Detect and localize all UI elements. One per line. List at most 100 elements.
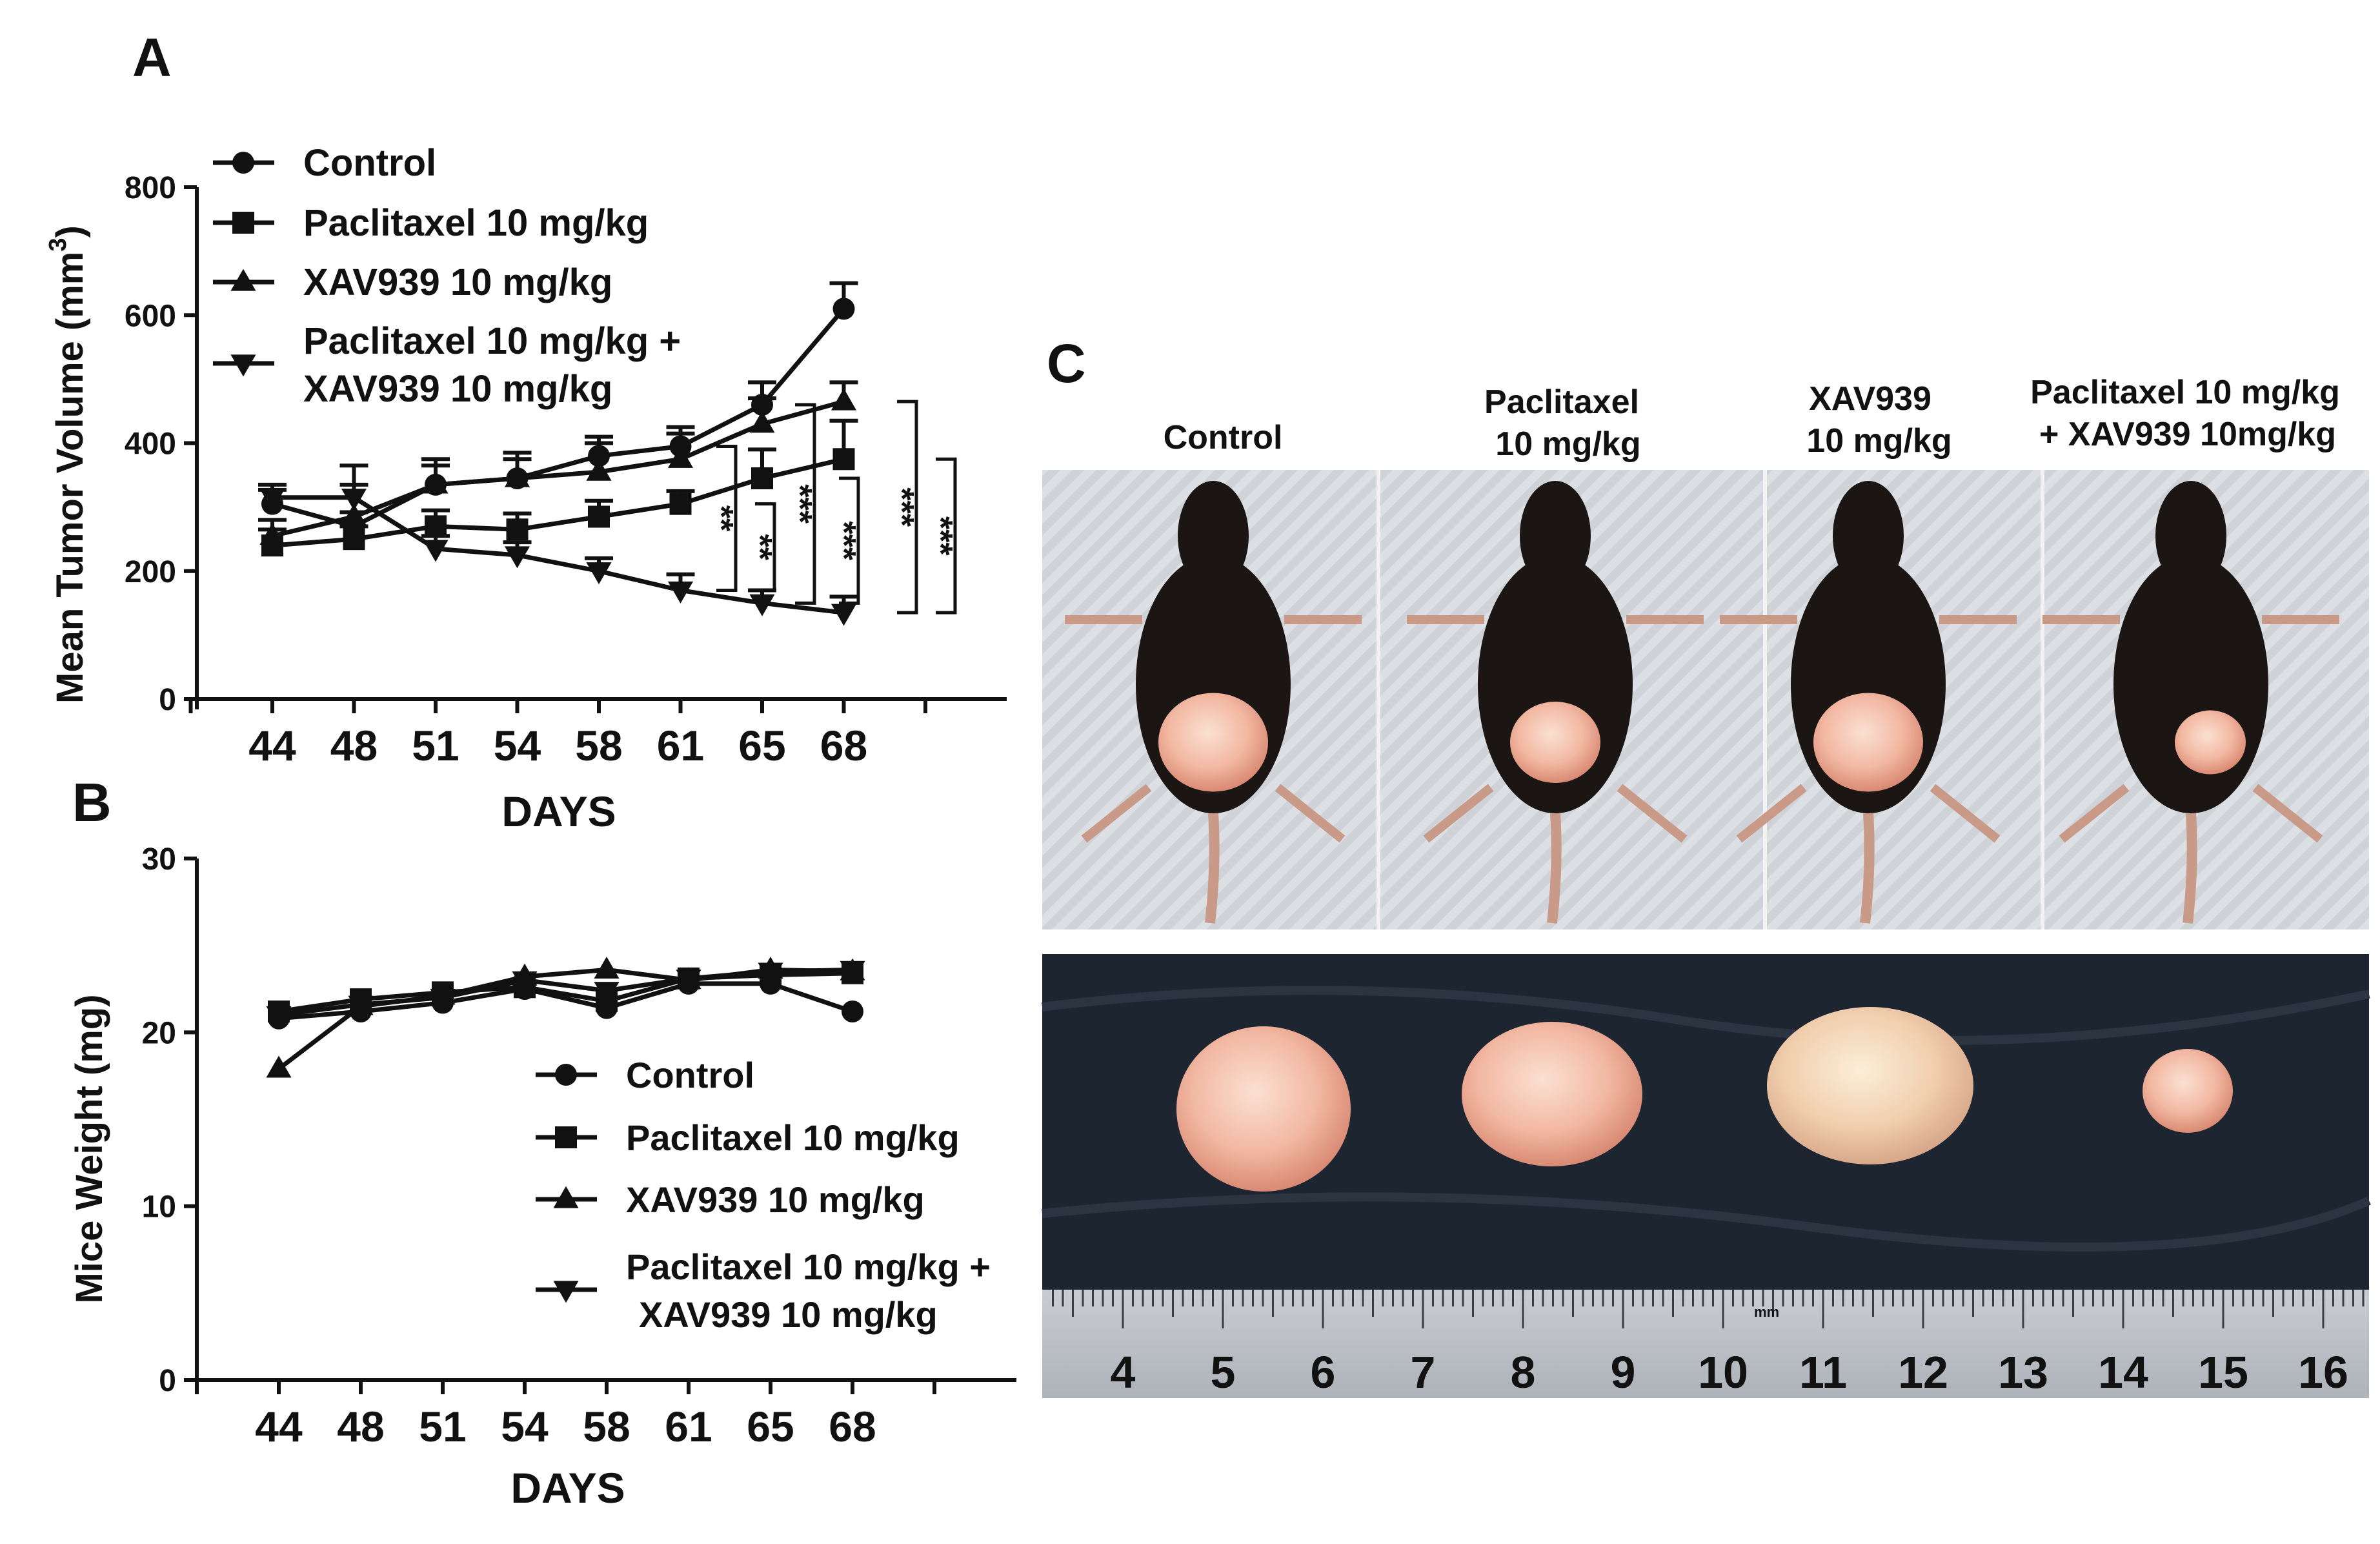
data-point	[430, 988, 456, 1011]
x-tick-label: 61	[657, 722, 704, 769]
series-line	[278, 971, 853, 1014]
series-square	[258, 418, 858, 557]
data-point	[588, 505, 610, 528]
data-point	[425, 515, 447, 538]
mouse-limbs	[1720, 615, 2017, 843]
chart-b-ticks: 0 10 20 30 44 48 51 54 58 61 65 68	[142, 842, 936, 1450]
significance-stars: ***	[825, 521, 862, 560]
x-tick-label: 58	[575, 722, 622, 769]
mouse-4	[2042, 481, 2339, 924]
chart-b: 0 10 20 30 44 48 51 54 58 61 65 68 Mice Weight (mg)…	[68, 842, 1016, 1512]
legend-b-marker-circle	[555, 1064, 577, 1086]
x-tick-label: 48	[330, 722, 378, 769]
legend-b-marker-square	[555, 1126, 577, 1148]
mouse-body	[2113, 555, 2268, 813]
data-point	[832, 448, 855, 471]
series-line	[272, 495, 844, 615]
legend-b-xav939: XAV939 10 mg/kg	[626, 1179, 925, 1220]
mice-photo	[1042, 470, 2369, 929]
significance-bracket	[795, 403, 816, 605]
mouse-head	[2155, 481, 2226, 591]
x-tick-label: 65	[738, 722, 785, 769]
photo-header-xav939-line1: XAV939	[1809, 380, 1931, 418]
legend-a-xav939: XAV939 10 mg/kg	[303, 261, 612, 303]
ruler-number: 9	[1611, 1347, 1636, 1397]
mouse-tail	[1860, 813, 1875, 924]
x-tick-label: 51	[412, 722, 459, 769]
x-tick-label: 48	[337, 1403, 384, 1450]
x-tick-label: 65	[747, 1403, 794, 1450]
panel-a-label: A	[132, 27, 172, 88]
significance-stars: ***	[922, 516, 959, 556]
chart-b-x-axis-label: DAYS	[510, 1464, 625, 1512]
mouse-3	[1720, 481, 2017, 924]
significance-stars: ***	[781, 484, 818, 523]
data-point	[504, 465, 530, 487]
x-tick-label: 61	[665, 1403, 712, 1450]
chart-a-series	[258, 281, 858, 626]
data-point	[669, 493, 692, 515]
data-point	[594, 982, 620, 1004]
series-line	[278, 967, 853, 1017]
series-triangle-down	[258, 482, 858, 626]
legend-a-paclitaxel: Paclitaxel 10 mg/kg	[303, 202, 649, 244]
data-point	[266, 1006, 292, 1028]
panel-b-label: B	[72, 772, 112, 833]
series-triangle-up	[258, 380, 858, 545]
data-point	[586, 562, 612, 585]
data-point	[667, 445, 694, 468]
chart-b-y-axis-label: Mice Weight (mg)	[68, 994, 110, 1303]
mouse-tumor	[2175, 710, 2246, 775]
data-point	[831, 604, 857, 626]
legend-a-marker-circle	[232, 152, 254, 174]
tumors-photo	[1042, 954, 2371, 1290]
data-point	[586, 458, 612, 481]
data-point	[504, 546, 530, 569]
photo-header-control: Control	[1164, 419, 1283, 456]
mouse-head	[1178, 481, 1249, 591]
significance-bracket	[936, 457, 957, 615]
tumor-paclitaxel	[1462, 1022, 1642, 1166]
data-point	[831, 388, 857, 411]
series-line	[278, 981, 854, 1021]
chart-a-legend: Control Paclitaxel 10 mg/kg XAV939 10 mg…	[213, 142, 681, 410]
x-tick-label: 68	[829, 1403, 876, 1450]
x-tick-label: 54	[501, 1403, 549, 1450]
legend-b-marker-triangle-down	[553, 1281, 579, 1303]
legend-b-marker-triangle-up	[553, 1186, 579, 1208]
x-tick-label: 68	[820, 722, 867, 769]
data-point	[343, 528, 365, 551]
panel-c-label: C	[1047, 333, 1086, 394]
photo-header-xav939-line2: 10 mg/kg	[1806, 422, 1951, 460]
chart-a-x-axis-label: DAYS	[501, 787, 616, 835]
ruler-number: 6	[1311, 1347, 1336, 1397]
photo-header-combo-line1: Paclitaxel 10 mg/kg	[2030, 374, 2340, 411]
legend-b-control: Control	[626, 1055, 754, 1095]
ruler-number: 4	[1111, 1347, 1136, 1397]
ruler-number: 11	[1799, 1347, 1847, 1397]
data-point	[423, 540, 449, 562]
significance-stars: **	[741, 534, 778, 560]
ruler-number: 7	[1411, 1347, 1436, 1397]
mouse-head	[1520, 481, 1591, 591]
x-tick-label: 51	[419, 1403, 466, 1450]
chart-b-legend: Control Paclitaxel 10 mg/kg XAV939 10 mg…	[536, 1055, 991, 1335]
data-point	[259, 522, 285, 545]
ruler-number: 12	[1898, 1347, 1948, 1397]
y-tick-label: 20	[142, 1016, 176, 1050]
legend-a-marker-triangle-up	[230, 269, 256, 291]
y-tick-label: 800	[125, 171, 176, 205]
legend-a-marker-triangle-down	[230, 354, 256, 377]
significance-bracket	[897, 400, 918, 615]
series-triangle-down	[266, 960, 865, 1028]
significance-stars: **	[702, 505, 740, 532]
ruler-number: 13	[1998, 1347, 2048, 1397]
ruler-unit: mm	[1754, 1304, 1779, 1320]
chart-b-series	[266, 956, 865, 1078]
data-point	[266, 1055, 292, 1078]
x-tick-label: 54	[494, 722, 541, 769]
data-point	[341, 489, 367, 511]
x-tick-label: 58	[583, 1403, 630, 1450]
